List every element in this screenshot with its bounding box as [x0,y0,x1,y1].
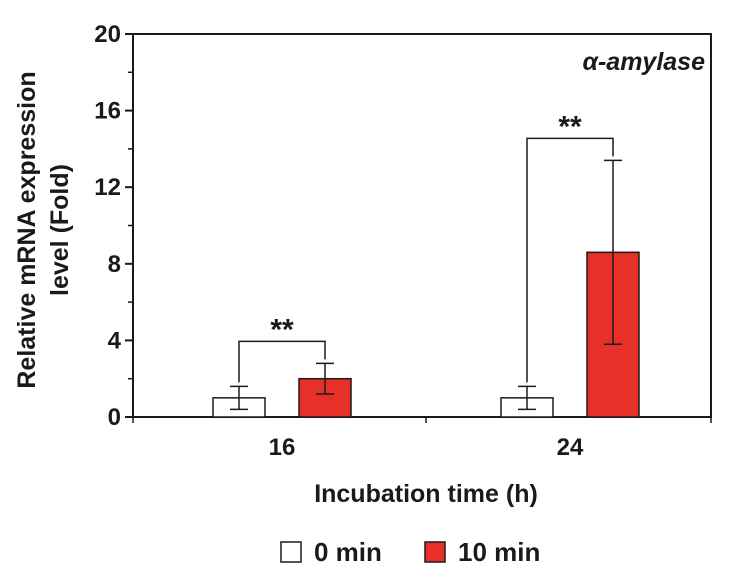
y-axis: 0 4 8 12 16 20 [94,21,133,431]
y-tick-label-4: 4 [108,327,122,354]
legend-label-0-min: 0 min [314,537,382,567]
legend-swatch-0-min [280,541,302,563]
significance-bracket-24h [526,137,614,383]
legend: 0 min 10 min [280,537,540,567]
y-tick-label-20: 20 [94,21,121,48]
y-axis-title-line-1: Relative mRNA expression [13,71,41,388]
x-axis: 16 24 [132,417,712,461]
data-marks: ** ** [212,110,640,418]
y-tick-label-8: 8 [108,251,121,278]
legend-swatch-10-min [424,541,446,563]
legend-label-10-min: 10 min [458,537,540,567]
significance-label-24h: ** [558,110,582,143]
significance-bracket-16h [238,340,326,383]
bar-16h-10-min [298,377,352,418]
x-axis-title: Incubation time (h) [314,480,538,508]
y-tick-label-16: 16 [94,98,121,125]
x-tick-label-16: 16 [269,434,296,461]
y-axis-title-line-2: level (Fold) [46,164,74,296]
gene-annotation: α-amylase [582,48,705,76]
x-tick-label-24: 24 [557,434,584,461]
significance-label-16h: ** [270,313,294,346]
y-tick-label-12: 12 [94,174,121,201]
y-tick-label-0: 0 [108,404,121,431]
y-axis-title: Relative mRNA expression level (Fold) [13,71,74,388]
